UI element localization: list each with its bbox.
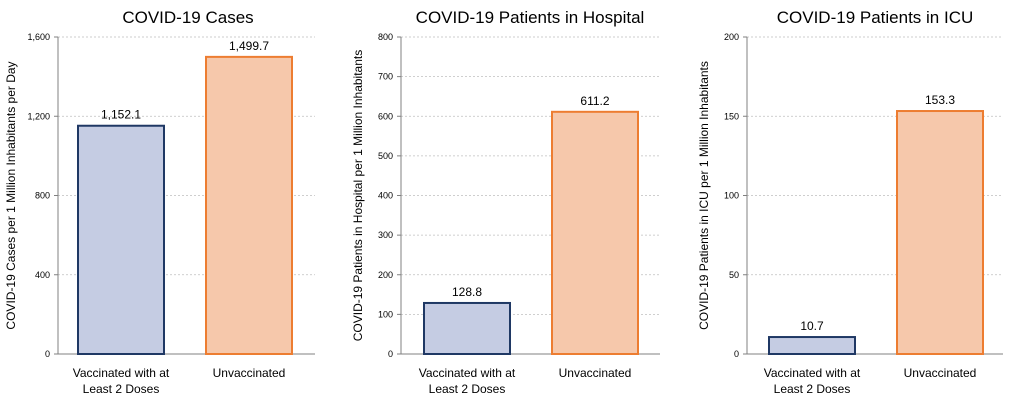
data-label-unvaccinated: 611.2 bbox=[580, 94, 609, 108]
chart-3: COVID-19 Patients in ICU 0 50 100 150 200 COVI… bbox=[697, 8, 1003, 396]
y-tick-label: 1,200 bbox=[27, 111, 50, 121]
x-tick-label: Least 2 Doses bbox=[83, 382, 160, 396]
x-tick-label: Vaccinated with at bbox=[73, 366, 170, 380]
bar-vaccinated bbox=[77, 124, 165, 355]
bar-vaccinated bbox=[423, 301, 511, 356]
bar-unvaccinated bbox=[551, 110, 639, 355]
y-axis-label: COVID-19 Patients in Hospital per 1 Mill… bbox=[351, 50, 365, 341]
y-tick-label: 0 bbox=[388, 349, 393, 359]
y-tick-label: 1,600 bbox=[27, 32, 50, 42]
y-tick-label: 700 bbox=[378, 72, 393, 82]
chart-title: COVID-19 Cases bbox=[122, 8, 253, 27]
x-tick-label: Unvaccinated bbox=[559, 366, 632, 380]
data-label-unvaccinated: 1,499.7 bbox=[229, 39, 269, 53]
y-axis-label: COVID-19 Patients in ICU per 1 Million I… bbox=[697, 61, 711, 330]
x-tick-label: Unvaccinated bbox=[904, 366, 977, 380]
chart-1: COVID-19 Cases 0 400 800 1,200 1,600 COVID-19 … bbox=[4, 8, 315, 396]
y-tick-label: 200 bbox=[724, 32, 739, 42]
y-tick-label: 600 bbox=[378, 111, 393, 121]
bar-vaccinated bbox=[768, 336, 856, 355]
y-tick-label: 150 bbox=[724, 111, 739, 121]
y-tick-label: 400 bbox=[35, 270, 50, 280]
y-tick-label: 200 bbox=[378, 270, 393, 280]
bar-unvaccinated bbox=[205, 55, 293, 355]
x-tick-label: Vaccinated with at bbox=[764, 366, 861, 380]
y-tick-label: 0 bbox=[734, 349, 739, 359]
y-tick-label: 0 bbox=[45, 349, 50, 359]
data-label-vaccinated: 10.7 bbox=[800, 319, 824, 333]
y-tick-label: 300 bbox=[378, 230, 393, 240]
x-tick-label: Unvaccinated bbox=[213, 366, 286, 380]
chart-title: COVID-19 Patients in ICU bbox=[777, 8, 974, 27]
y-axis-label: COVID-19 Cases per 1 Million Inhabitants… bbox=[4, 61, 18, 329]
y-tick-label: 800 bbox=[378, 32, 393, 42]
bar-unvaccinated bbox=[896, 110, 984, 355]
y-tick-label: 50 bbox=[729, 270, 739, 280]
x-tick-label: Least 2 Doses bbox=[429, 382, 506, 396]
x-tick-label: Vaccinated with at bbox=[419, 366, 516, 380]
y-tick-label: 500 bbox=[378, 151, 393, 161]
y-tick-label: 100 bbox=[378, 309, 393, 319]
y-tick-label: 800 bbox=[35, 191, 50, 201]
chart-2: COVID-19 Patients in Hospital 0 100 200 300 4… bbox=[351, 8, 660, 396]
y-tick-label: 400 bbox=[378, 191, 393, 201]
chart-title: COVID-19 Patients in Hospital bbox=[416, 8, 645, 27]
y-tick-label: 100 bbox=[724, 191, 739, 201]
data-label-vaccinated: 128.8 bbox=[452, 285, 482, 299]
data-label-unvaccinated: 153.3 bbox=[925, 93, 955, 107]
data-label-vaccinated: 1,152.1 bbox=[101, 108, 141, 122]
x-tick-label: Least 2 Doses bbox=[774, 382, 851, 396]
